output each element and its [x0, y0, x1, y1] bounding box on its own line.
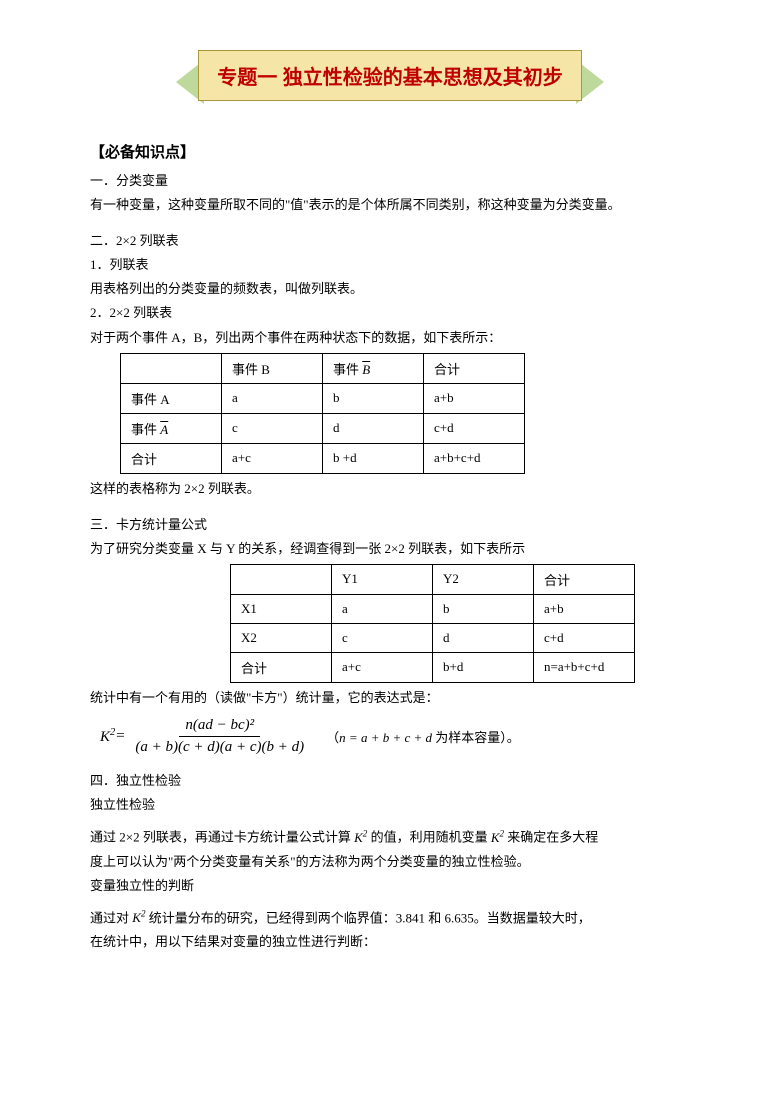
table-cell: Y2	[433, 564, 534, 594]
knowledge-heading: 【必备知识点】	[90, 141, 690, 162]
s2-item1-label: 1．列联表	[90, 254, 690, 276]
table-cell: 合计	[231, 652, 332, 682]
table-cell: a+b+c+d	[424, 443, 525, 473]
table-row: 事件 A c d c+d	[121, 413, 525, 443]
table-cell: a+c	[332, 652, 433, 682]
table-row: X2 c d c+d	[231, 623, 635, 652]
s3-stat-line: 统计中有一个有用的（读做"卡方"）统计量，它的表达式是：	[90, 687, 690, 709]
table-cell: b +d	[323, 443, 424, 473]
s2-after-table: 这样的表格称为 2×2 列联表。	[90, 478, 690, 500]
banner-title: 专题一 独立性检验的基本思想及其初步	[198, 50, 582, 101]
K2-inline: K2	[491, 830, 504, 845]
s4-p2: 度上可以认为"两个分类变量有关系"的方法称为两个分类变量的独立性检验。	[90, 851, 690, 873]
table-cell	[121, 353, 222, 383]
table-cell: d	[433, 623, 534, 652]
table-cell: 事件 B	[222, 353, 323, 383]
cell-text: 事件	[131, 422, 160, 437]
tail-prefix: （	[326, 730, 339, 745]
p4b-text: 统计量分布的研究，已经得到两个临界值：3.841 和 6.635。当数据量较大时…	[149, 910, 591, 925]
K-symbol: K	[354, 830, 363, 845]
p1b-text: 的值，利用随机变量	[371, 830, 488, 845]
table-cell: b	[433, 594, 534, 623]
table-cell: c	[332, 623, 433, 652]
K-symbol: K	[491, 830, 500, 845]
table-cell: a	[332, 594, 433, 623]
table-cell: 合计	[121, 443, 222, 473]
ribbon-banner: 专题一 独立性检验的基本思想及其初步	[176, 50, 604, 101]
sup-2: 2	[141, 909, 146, 919]
formula-fraction: n(ad − bc)² (a + b)(c + d)(a + c)(b + d)	[129, 717, 310, 756]
table-cell: 事件 B	[323, 353, 424, 383]
table-cell: a+b	[424, 383, 525, 413]
table-cell: b+d	[433, 652, 534, 682]
formula-numerator: n(ad − bc)²	[179, 717, 260, 737]
table-cell: 合计	[424, 353, 525, 383]
table-row: X1 a b a+b	[231, 594, 635, 623]
tail-formula: n = a + b + c + d	[339, 730, 432, 745]
chi-square-formula: K2 = n(ad − bc)² (a + b)(c + d)(a + c)(b…	[100, 717, 690, 756]
K-symbol: K	[132, 910, 141, 925]
formula-eq: =	[115, 728, 125, 745]
s1-body: 有一种变量，这种变量所取不同的"值"表示的是个体所属不同类别，称这种变量为分类变…	[90, 194, 690, 216]
table-cell: 合计	[534, 564, 635, 594]
table-cell	[231, 564, 332, 594]
table-cell: c+d	[534, 623, 635, 652]
table-cell: d	[323, 413, 424, 443]
sup-2: 2	[500, 828, 505, 838]
table-cell: X2	[231, 623, 332, 652]
table-cell: 事件 A	[121, 413, 222, 443]
p1c-text: 来确定在多大程	[507, 830, 598, 845]
table-row: 事件 A a b a+b	[121, 383, 525, 413]
s4-p5: 在统计中，用以下结果对变量的独立性进行判断：	[90, 931, 690, 953]
p1a-text: 通过 2×2 列联表，再通过卡方统计量公式计算	[90, 830, 351, 845]
formula-tail: （n = a + b + c + d 为样本容量）。	[326, 727, 520, 746]
cell-text: 事件	[333, 362, 362, 377]
overline-A: A	[160, 422, 168, 437]
table-cell: 事件 A	[121, 383, 222, 413]
table-row: Y1 Y2 合计	[231, 564, 635, 594]
document-page: 专题一 独立性检验的基本思想及其初步 【必备知识点】 一．分类变量 有一种变量，…	[0, 0, 780, 995]
s2-item2-label: 2．2×2 列联表	[90, 302, 690, 324]
s2-title: 二．2×2 列联表	[90, 230, 690, 252]
s1-title: 一．分类变量	[90, 170, 690, 192]
table-row: 合计 a+c b+d n=a+b+c+d	[231, 652, 635, 682]
s4-p3: 变量独立性的判断	[90, 875, 690, 897]
sup-2: 2	[363, 828, 368, 838]
table-cell: a+c	[222, 443, 323, 473]
formula-lhs: K2	[100, 727, 115, 746]
K2-inline: K2	[354, 830, 367, 845]
table-cell: X1	[231, 594, 332, 623]
s4-p4: 通过对 K2 统计量分布的研究，已经得到两个临界值：3.841 和 6.635。…	[90, 907, 690, 929]
table-cell: b	[323, 383, 424, 413]
K2-inline: K2	[132, 910, 145, 925]
s4-p1: 通过 2×2 列联表，再通过卡方统计量公式计算 K2 的值，利用随机变量 K2 …	[90, 826, 690, 848]
table-cell: n=a+b+c+d	[534, 652, 635, 682]
table-row: 合计 a+c b +d a+b+c+d	[121, 443, 525, 473]
s3-title: 三．卡方统计量公式	[90, 514, 690, 536]
contingency-table-2: Y1 Y2 合计 X1 a b a+b X2 c d c+d 合计 a+c b+…	[230, 564, 635, 683]
K-symbol: K	[100, 729, 110, 745]
table-cell: Y1	[332, 564, 433, 594]
table-cell: a+b	[534, 594, 635, 623]
p4a-text: 通过对	[90, 910, 129, 925]
title-banner: 专题一 独立性检验的基本思想及其初步	[90, 50, 690, 101]
s4-sub: 独立性检验	[90, 794, 690, 816]
table-cell: a	[222, 383, 323, 413]
overline-B: B	[362, 362, 370, 377]
table-cell: c+d	[424, 413, 525, 443]
contingency-table-1: 事件 B 事件 B 合计 事件 A a b a+b 事件 A c d c+d 合…	[120, 353, 525, 474]
s3-intro: 为了研究分类变量 X 与 Y 的关系，经调查得到一张 2×2 列联表，如下表所示	[90, 538, 690, 560]
s2-item1-body: 用表格列出的分类变量的频数表，叫做列联表。	[90, 278, 690, 300]
tail-suffix: 为样本容量）。	[432, 730, 520, 745]
formula-denominator: (a + b)(c + d)(a + c)(b + d)	[129, 737, 310, 756]
table-row: 事件 B 事件 B 合计	[121, 353, 525, 383]
s4-title: 四．独立性检验	[90, 770, 690, 792]
table-cell: c	[222, 413, 323, 443]
s2-item2-body: 对于两个事件 A，B，列出两个事件在两种状态下的数据，如下表所示：	[90, 327, 690, 349]
